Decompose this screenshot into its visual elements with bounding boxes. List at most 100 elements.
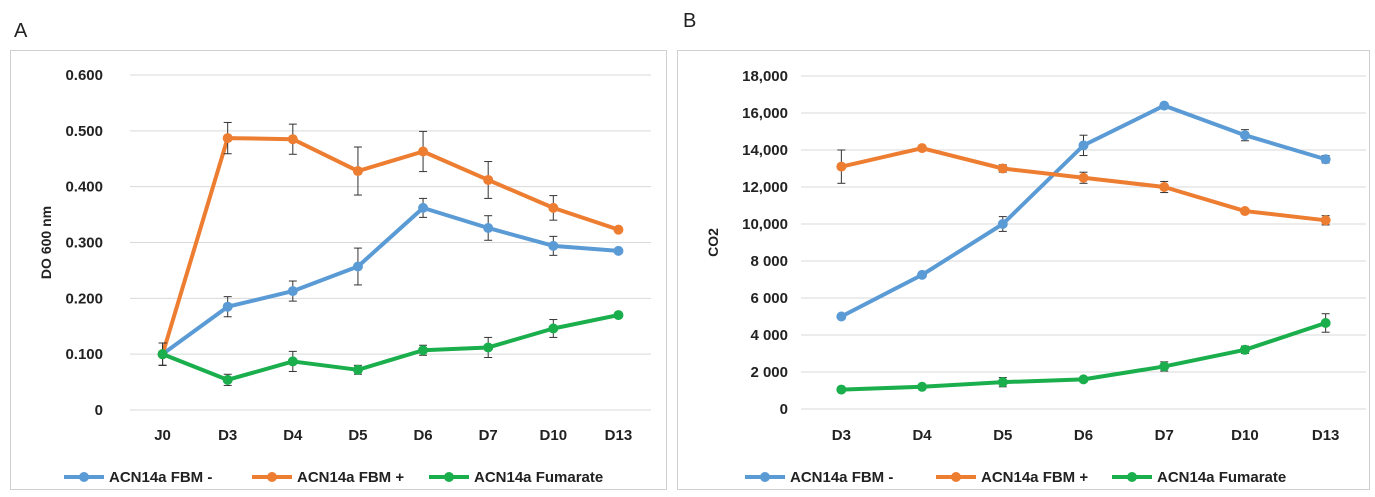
data-point	[287, 286, 298, 297]
data-point	[997, 163, 1008, 174]
data-point	[287, 356, 298, 367]
data-point	[418, 146, 429, 157]
y-tick-label: 16,000	[742, 105, 788, 122]
chart-b: 0 2 000 4 000 6 000 8 000 10,000 12,000 14,000 1…	[705, 68, 1366, 486]
x-tick-label: J0	[154, 427, 171, 444]
y-axis-title: CO2	[705, 228, 721, 257]
data-point	[1159, 361, 1170, 372]
legend-entry: ACN14a FBM +	[252, 469, 404, 486]
data-point	[548, 323, 559, 334]
data-point	[917, 381, 928, 392]
data-point	[222, 301, 233, 312]
data-point	[1320, 215, 1331, 226]
data-point	[352, 261, 363, 272]
y-tick-label: 8 000	[750, 253, 788, 270]
x-tick-label: D6	[413, 427, 432, 444]
legend-label: ACN14a FBM -	[790, 469, 893, 486]
data-point	[352, 166, 363, 177]
x-tick-label: D3	[832, 427, 851, 444]
legend-label: ACN14a FBM -	[109, 469, 212, 486]
data-point	[1159, 182, 1170, 192]
y-tick-label: 2 000	[750, 364, 788, 381]
x-tick-label: D6	[1074, 427, 1093, 444]
data-point	[548, 202, 559, 213]
data-point	[1078, 374, 1089, 385]
legend-marker	[79, 472, 89, 482]
data-point	[418, 345, 429, 356]
x-tick-label: D5	[348, 427, 367, 444]
y-tick-label: 12,000	[742, 179, 788, 196]
data-point	[613, 245, 624, 256]
series-line	[160, 136, 620, 355]
y-tick-label: 4 000	[750, 327, 788, 344]
series-line	[161, 205, 619, 356]
x-tick-label: D4	[912, 427, 932, 444]
data-point	[222, 374, 233, 385]
panel-letter-a: A	[14, 20, 28, 42]
legend-marker	[1127, 472, 1137, 482]
data-point	[222, 133, 233, 144]
y-tick-label: 18,000	[742, 68, 788, 85]
chart-panel-a: 0 0.100 0.200 0.300 0.400 0.500 0.600 J0 D3 D4 D5 D…	[10, 50, 667, 490]
y-tick-label: 10,000	[742, 216, 788, 233]
data-point	[836, 311, 847, 322]
legend-marker	[951, 472, 961, 482]
y-axis-title: DO 600 nm	[38, 206, 54, 279]
legend-entry: ACN14a Fumarate	[1112, 469, 1286, 486]
y-tick-label: 0.600	[65, 67, 103, 84]
data-point	[1159, 100, 1170, 111]
data-point	[483, 174, 494, 185]
legend-label: ACN14a FBM +	[981, 469, 1088, 486]
data-point	[836, 384, 847, 395]
data-point	[352, 364, 363, 375]
data-point	[1239, 130, 1250, 141]
panel-letter-b: B	[683, 10, 697, 32]
y-tick-label: 6 000	[750, 290, 788, 307]
data-point	[1320, 154, 1331, 165]
chart-a: 0 0.100 0.200 0.300 0.400 0.500 0.600 J0 D3 D4 D5 D…	[38, 67, 651, 486]
legend-marker	[444, 472, 454, 482]
data-point	[1078, 172, 1089, 183]
x-tick-label: D10	[1231, 427, 1259, 444]
y-tick-label: 0.100	[65, 346, 103, 363]
legend-label: ACN14a Fumarate	[474, 469, 603, 486]
x-tick-label: D13	[1312, 427, 1340, 444]
legend-entry: ACN14a FBM +	[936, 469, 1088, 486]
data-point	[287, 134, 298, 145]
data-point	[157, 349, 168, 360]
series-line	[161, 313, 619, 382]
y-tick-label: 0.500	[65, 123, 103, 140]
data-point	[1239, 206, 1250, 217]
y-tick-label: 0.300	[65, 235, 103, 252]
y-tick-label: 0	[95, 402, 103, 419]
series-line	[840, 146, 1326, 223]
data-point	[483, 342, 494, 353]
legend-marker	[267, 472, 277, 482]
x-tick-label: D5	[993, 427, 1012, 444]
y-tick-label: 0.400	[65, 179, 103, 196]
chart-panel-b: 0 2 000 4 000 6 000 8 000 10,000 12,000 14,000 1…	[677, 50, 1370, 490]
data-point	[613, 224, 624, 235]
y-tick-label: 0	[780, 401, 788, 418]
legend-marker	[760, 472, 770, 482]
legend-label: ACN14a FBM +	[297, 469, 404, 486]
data-point	[1320, 317, 1331, 328]
legend-entry: ACN14a FBM -	[745, 469, 893, 486]
y-tick-label: 0.200	[65, 290, 103, 307]
data-point	[613, 310, 624, 321]
x-tick-label: D3	[218, 427, 237, 444]
data-point	[997, 377, 1008, 388]
x-tick-label: D4	[283, 427, 303, 444]
data-point	[548, 240, 559, 251]
data-point	[483, 222, 494, 233]
legend-entry: ACN14a FBM -	[64, 469, 212, 486]
legend-entry: ACN14a Fumarate	[429, 469, 603, 486]
x-tick-label: D10	[540, 427, 568, 444]
data-point	[836, 161, 847, 172]
data-point	[917, 269, 928, 280]
x-tick-label: D7	[479, 427, 498, 444]
x-tick-label: D13	[605, 427, 633, 444]
legend-label: ACN14a Fumarate	[1157, 469, 1286, 486]
data-point	[1078, 140, 1089, 151]
x-tick-label: D7	[1155, 427, 1174, 444]
